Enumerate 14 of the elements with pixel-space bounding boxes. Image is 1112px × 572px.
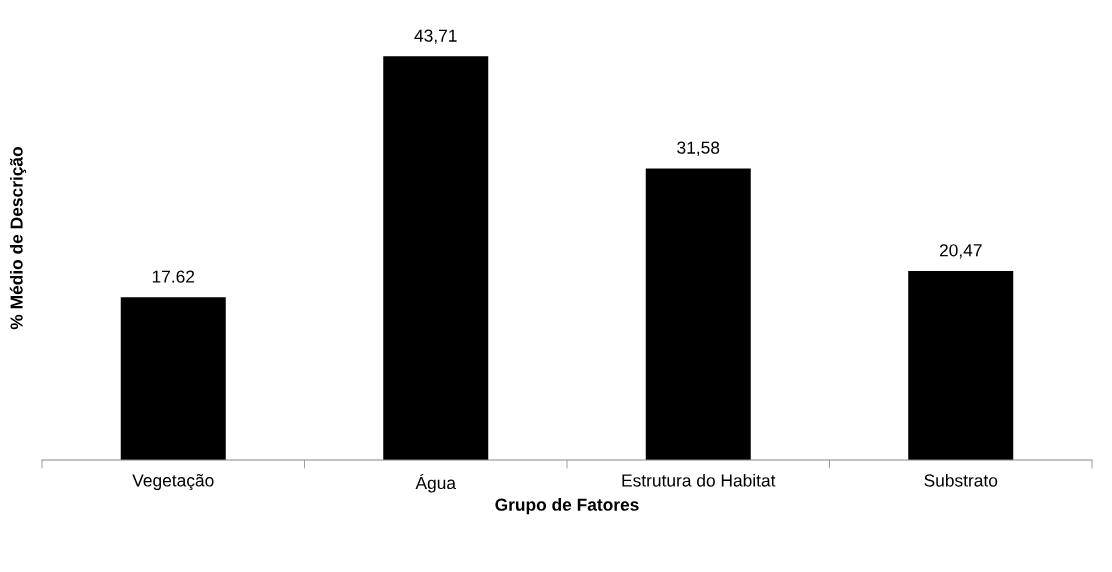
- y-axis-title: % Médio de Descrição: [9, 147, 27, 330]
- data-label: 17.62: [152, 270, 195, 283]
- x-tick-label: Estrutura do Habitat: [622, 473, 776, 487]
- bar: [645, 168, 751, 460]
- x-tick-label: Vegetação: [132, 473, 214, 491]
- x-tick-label: Substrato: [924, 473, 998, 487]
- x-tick-label: Água: [415, 473, 457, 493]
- x-axis-title: Grupo de Fatores: [495, 498, 639, 515]
- data-label: 31,58: [677, 141, 720, 156]
- bar: [383, 56, 489, 460]
- bar: [908, 270, 1014, 460]
- data-label: 20,47: [939, 244, 982, 259]
- data-label: 43,71: [414, 29, 457, 44]
- bar: [120, 297, 226, 460]
